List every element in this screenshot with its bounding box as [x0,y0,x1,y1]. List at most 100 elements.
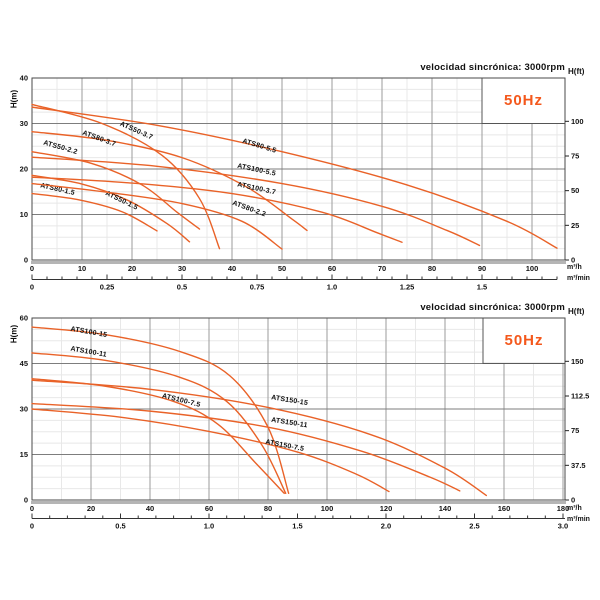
tick-label: 1.25 [400,283,415,292]
curve-ATS50-1.5 [31,174,191,243]
tick-label: 45 [20,359,28,368]
tick-label: 112.5 [571,391,589,400]
curves: ATS100-7.5ATS100-11ATS100-15ATS150-7.5AT… [31,326,487,497]
tick-label: 75 [571,151,579,160]
tick-label: 1.0 [204,522,214,531]
tick-label: 90 [478,264,486,273]
curve-label-ATS150-15: ATS150-15 [271,394,309,407]
tick-label: 0.5 [177,283,187,292]
chart-bottom-y-axis-label-ft: H(ft) [568,307,585,316]
tick-label: 25 [571,221,579,230]
tick-label: 60 [205,504,213,513]
axis-tick-labels: 0 20 40 60 80 100 120 140 160 180015304560037.575… [20,314,590,531]
curve-ATS150-11 [31,402,461,492]
tick-label: 80 [264,504,272,513]
tick-label: 150 [571,357,584,366]
curve-label-ATS80-3.7: ATS80-3.7 [81,130,116,149]
tick-label: 30 [20,119,28,128]
chart-bottom-x-unit-m3h: m³/h [567,505,582,512]
tick-label: 40 [228,264,236,273]
tick-label: 60 [328,264,336,273]
tick-label: 0.75 [250,283,265,292]
curve-ATS50-2.2 [31,151,201,230]
curve-ATS100-5.5 [31,156,481,247]
curve-ATS50-3.7 [31,103,221,250]
tick-label: 20 [20,165,28,174]
tick-label: 2.5 [469,522,479,531]
curve-label-ATS80-2.2: ATS80-2.2 [231,200,266,219]
tick-label: 60 [20,314,28,323]
tick-label: 10 [78,264,86,273]
chart-bottom-title: velocidad sincrónica: 3000rpm [420,302,565,313]
chart-top-title: velocidad sincrónica: 3000rpm [420,62,565,73]
secondary-axis-m3min [31,513,565,519]
tick-label: 20 [87,504,95,513]
curve-ATS150-15 [31,379,487,497]
tick-label: 40 [146,504,154,513]
tick-label: 0 [30,283,34,292]
chart-top: ATS50-1.5ATS50-2.2ATS50-3.7ATS80-1.5ATS8… [20,74,584,292]
tick-label: 3.0 [558,522,568,531]
tick-label: 50 [278,264,286,273]
tick-label: 0.25 [100,283,115,292]
tick-label: 0 [571,256,575,265]
tick-label: 0 [30,264,34,273]
tick-label: 0 [30,504,34,513]
tick-label: 10 [20,210,28,219]
curve-ATS80-3.7 [31,130,308,232]
curve-ATS80-2.2 [31,182,283,250]
tick-label: 50 [571,186,579,195]
chart-top-x-unit-m3h: m³/h [567,264,582,271]
chart-bottom-x-unit-m3min: m³/min [567,516,590,523]
plot-border [31,77,566,261]
tick-label: 70 [378,264,386,273]
axis-tick-labels: 0 10 20 30 40 50 60 70 80 90 100 0 10 20 30 40 0 25 50 75 10… [20,74,584,292]
tick-label: 0.5 [115,522,125,531]
tick-label: 30 [20,405,28,414]
chart-bottom-frequency-label: 50Hz [504,332,544,349]
curve-label-ATS50-2.2: ATS50-2.2 [42,140,78,156]
tick-label: 0 [30,522,34,531]
curve-ATS100-15 [31,326,290,495]
tick-label: 15 [20,450,28,459]
tick-label: 100 [571,117,584,126]
tick-label: 0 [571,496,575,505]
tick-label: 37.5 [571,461,586,470]
tick-label: 100 [526,264,539,273]
tick-label: 160 [498,504,511,513]
chart-top-y-axis-label-m: H(m) [9,89,19,109]
tick-label: 0 [24,256,28,265]
tick-label: 1.5 [292,522,302,531]
chart-bottom-y-axis-label-m: H(m) [9,324,19,344]
tick-label: 140 [439,504,452,513]
chart-top-frequency-label: 50Hz [503,92,544,109]
curve-ATS100-11 [31,352,287,495]
tick-label: 100 [321,504,334,513]
curve-label-ATS50-1.5: ATS50-1.5 [104,190,139,212]
tick-label: 30 [178,264,186,273]
tick-label: 1.5 [477,283,487,292]
curve-ATS100-3.7 [31,176,403,243]
curve-ATS150-7.5 [31,408,390,493]
tick-label: 180 [557,504,570,513]
curve-ATS100-7.5 [31,377,285,495]
tick-label: 80 [428,264,436,273]
tick-label: 40 [20,74,28,83]
secondary-axis-m3min [31,274,558,280]
frequency-box [481,77,566,124]
chart-top-y-axis-label-ft: H(ft) [568,67,585,76]
chart-top-x-unit-m3min: m³/min [567,275,590,282]
curve-ATS80-5.5 [31,106,558,249]
curve-label-ATS150-7.5: ATS150-7.5 [265,439,305,453]
curve-ATS80-1.5 [31,192,158,232]
curve-label-ATS150-11: ATS150-11 [271,417,308,430]
grid [32,318,565,500]
tick-label: 0 [24,496,28,505]
tick-label: 20 [128,264,136,273]
tick-label: 120 [380,504,393,513]
tick-label: 1.0 [327,283,337,292]
curves: ATS50-1.5ATS50-2.2ATS50-3.7ATS80-1.5ATS8… [31,103,558,250]
curve-label-ATS100-15: ATS100-15 [70,326,108,339]
